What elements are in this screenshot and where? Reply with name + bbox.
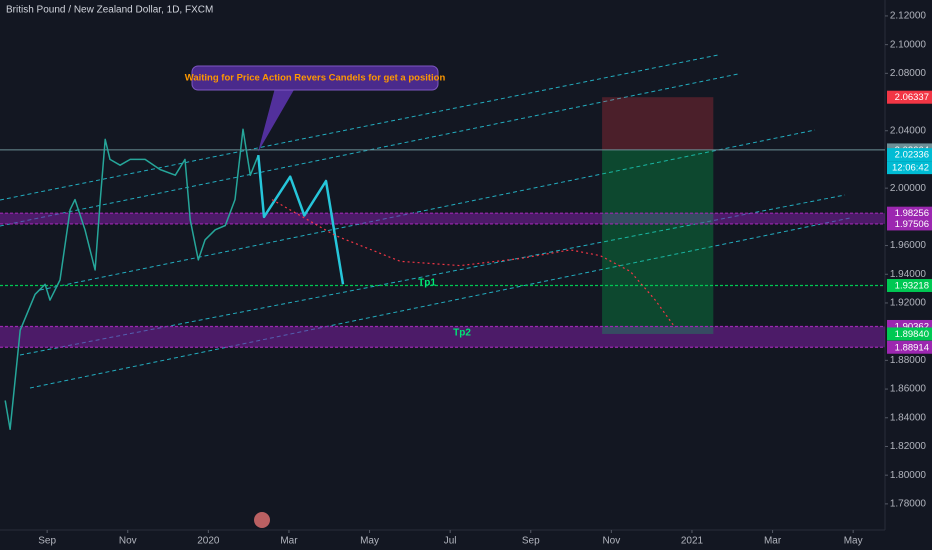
x-tick-label: 2021 [681, 536, 704, 547]
y-tick-label: 1.92000 [890, 298, 927, 309]
y-tick-label: 1.82000 [890, 441, 927, 452]
y-tick-label: 1.96000 [890, 240, 927, 251]
y-tick-label: 1.78000 [890, 499, 927, 510]
plot [0, 97, 885, 431]
tp1-label: Tp1 [418, 278, 436, 289]
y-tick-label: 1.86000 [890, 384, 927, 395]
callout-text: Waiting for Price Action Revers Candels … [185, 73, 446, 84]
level-label: 1.89840 [895, 329, 929, 340]
price-line [4, 128, 259, 431]
x-tick-label: May [844, 536, 863, 547]
x-tick-label: Nov [119, 536, 137, 547]
level-label-box [887, 148, 932, 162]
x-tick-label: Nov [602, 536, 620, 547]
x-tick-label: Sep [38, 536, 56, 547]
x-tick-label: Mar [280, 536, 298, 547]
level-label: 2.06337 [895, 92, 929, 103]
level-label: 2.02336 [895, 150, 929, 161]
logo-icon[interactable] [254, 512, 270, 528]
target-zone [602, 149, 714, 334]
level-label: 1.98256 [895, 208, 929, 219]
level-label-box [887, 327, 932, 341]
level-label: 1.93218 [895, 280, 929, 291]
countdown: 12:06:42 [892, 163, 929, 174]
stop-zone [602, 97, 714, 150]
zone-band [0, 213, 885, 224]
x-tick-label: Jul [444, 536, 457, 547]
level-label: 1.90362 [895, 321, 929, 332]
y-tick-label: 2.08000 [890, 68, 927, 79]
level-label: 1.97506 [895, 219, 929, 230]
countdown-box [887, 161, 932, 175]
level-label-box [887, 340, 932, 354]
level-label-box [887, 206, 932, 220]
channel-line [39, 129, 816, 291]
level-label-box [887, 217, 932, 231]
x-tick-label: 2020 [197, 536, 220, 547]
callout-pointer [258, 88, 295, 152]
level-label-box [887, 278, 932, 292]
y-tick-label: 1.84000 [890, 412, 927, 423]
x-tick-label: Sep [522, 536, 540, 547]
x-tick-label: Mar [764, 536, 782, 547]
y-tick-label: 2.10000 [890, 39, 927, 50]
zone-band [0, 326, 885, 348]
level-label: 1.88914 [895, 342, 929, 353]
price-line [257, 154, 345, 285]
callout-box [191, 65, 439, 91]
y-tick-label: 2.12000 [890, 11, 927, 22]
y-tick-label: 1.94000 [890, 269, 927, 280]
y-tick-label: 2.00000 [890, 183, 927, 194]
channel-line [0, 54, 719, 201]
y-tick-label: 2.04000 [890, 125, 927, 136]
callout: Waiting for Price Action Revers Candels … [185, 65, 446, 152]
tp2-label: Tp2 [453, 328, 471, 339]
x-tick-label: May [360, 536, 379, 547]
y-tick-label: 1.80000 [890, 470, 927, 481]
chart-title: British Pound / New Zealand Dollar, 1D, … [6, 5, 213, 16]
y-tick-label: 1.88000 [890, 355, 927, 366]
level-label-box [887, 90, 932, 104]
